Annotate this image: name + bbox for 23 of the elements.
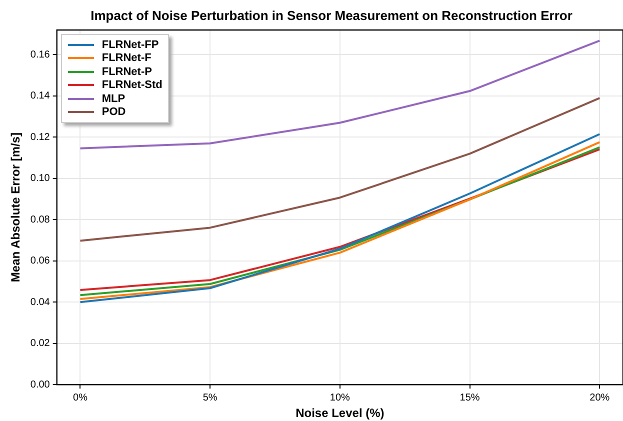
x-tick-label: 5% [202,392,218,404]
y-tick-label: 0.14 [30,90,50,102]
legend-label: FLRNet-F [102,52,152,64]
y-tick-label: 0.10 [30,173,50,184]
legend-label: FLRNet-P [102,66,152,78]
y-axis-title: Mean Absolute Error [m/s] [8,132,23,282]
y-tick-label: 0.08 [30,214,50,226]
y-tick-label: 0.06 [30,256,50,267]
legend-label: MLP [102,92,126,105]
legend-label: FLRNet-FP [102,38,159,51]
x-tick-label: 0% [73,392,88,404]
legend-label: FLRNet-Std [102,79,162,92]
x-tick-label: 15% [460,392,480,404]
x-axis-title: Noise Level (%) [296,406,384,420]
chart-title: Impact of Noise Perturbation in Sensor Measurement on Reconstruction Error [90,8,574,23]
y-tick-label: 0.16 [30,49,50,60]
x-tick-label: 10% [330,392,350,404]
legend-label: POD [102,106,126,118]
y-tick-label: 0.04 [30,296,50,308]
x-tick-label: 20% [590,392,610,404]
y-tick-label: 0.12 [30,132,50,143]
y-tick-label: 0.02 [30,338,50,350]
y-tick-label: 0.00 [30,379,50,390]
